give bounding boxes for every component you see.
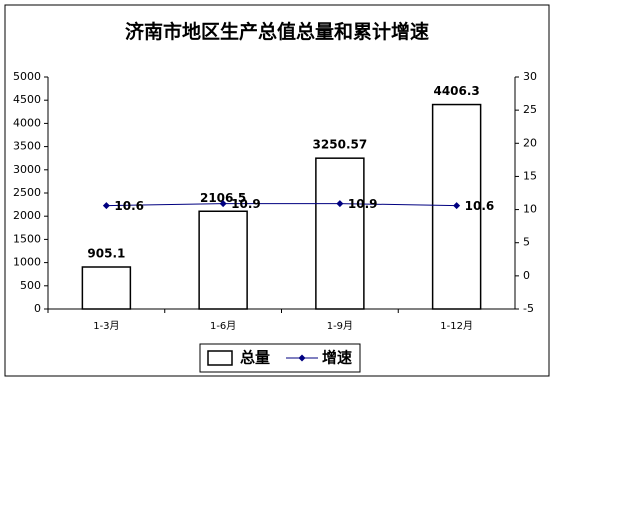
y2-tick-label: 30 [523, 70, 537, 83]
y-tick-label: 0 [34, 302, 41, 315]
bar [198, 210, 248, 310]
y2-tick-label: 25 [523, 103, 537, 116]
y2-tick-label: 10 [523, 203, 537, 216]
bar [315, 157, 365, 310]
line-value-label: 10.9 [348, 197, 378, 211]
y-tick-label: 4500 [13, 93, 41, 106]
line-value-label: 10.9 [231, 197, 261, 211]
bar-value-label: 2106.5 [200, 191, 246, 205]
y-tick-label: 1000 [13, 256, 41, 269]
line-marker [219, 200, 227, 208]
x-tick-label: 1-9月 [327, 320, 353, 332]
y2-tick-label: 5 [523, 236, 530, 249]
y-tick-label: 2500 [13, 186, 41, 199]
line-value-label: 10.6 [114, 199, 144, 213]
x-tick-label: 1-3月 [93, 320, 119, 332]
y-tick-label: 2000 [13, 209, 41, 222]
bar-value-label: 4406.3 [433, 84, 479, 98]
chart-title: 济南市地区生产总值总量和累计增速 [125, 20, 429, 43]
bar-value-label: 3250.57 [313, 138, 368, 152]
y-tick-label: 4000 [13, 116, 41, 129]
y-tick-label: 500 [20, 279, 41, 292]
line-marker [453, 202, 461, 210]
y-tick-label: 5000 [13, 70, 41, 83]
y2-tick-label: 0 [523, 269, 530, 282]
y-tick-label: 3500 [13, 140, 41, 153]
legend-marker [298, 354, 306, 362]
legend-swatch [207, 350, 233, 366]
line-marker [336, 200, 344, 208]
bar-value-label: 905.1 [87, 247, 125, 261]
x-tick-label: 1-6月 [210, 320, 236, 332]
line-value-label: 10.6 [465, 199, 495, 213]
line-marker [102, 202, 110, 210]
y-tick-label: 1500 [13, 232, 41, 245]
legend-label: 增速 [322, 349, 352, 367]
bar [81, 266, 132, 310]
y2-tick-label: -5 [523, 302, 534, 315]
y2-tick-label: 20 [523, 136, 537, 149]
line [106, 203, 457, 207]
y2-tick-label: 15 [523, 169, 537, 182]
x-tick-label: 1-12月 [440, 320, 473, 332]
y-tick-label: 3000 [13, 163, 41, 176]
legend-label: 总量 [240, 349, 270, 367]
